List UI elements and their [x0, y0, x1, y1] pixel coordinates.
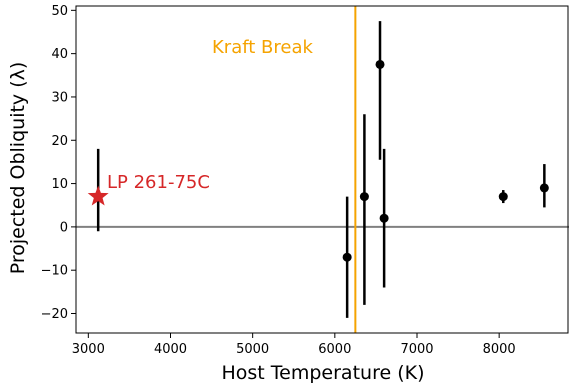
y-tick-label: −20: [41, 307, 68, 322]
x-tick-label: 8000: [483, 342, 516, 357]
kraft-break-label: Kraft Break: [212, 37, 313, 58]
x-tick-label: 7000: [400, 342, 433, 357]
y-tick-label: 10: [51, 177, 68, 192]
axes-frame: [75, 5, 569, 334]
x-axis-label: Host Temperature (K): [222, 362, 425, 384]
data-point: [539, 183, 549, 193]
y-tick-label: 30: [51, 90, 68, 105]
y-tick-label: 50: [51, 4, 68, 19]
y-tick-label: 40: [51, 47, 68, 62]
data-point: [342, 252, 352, 262]
x-tick-label: 5000: [236, 342, 269, 357]
x-tick-label: 3000: [72, 342, 105, 357]
data-point: [498, 192, 508, 202]
y-tick-label: 20: [51, 134, 68, 149]
x-tick-label: 6000: [318, 342, 351, 357]
y-tick-label: −10: [41, 264, 68, 279]
lp261-label: LP 261-75C: [107, 172, 210, 193]
y-tick-label: 0: [60, 220, 68, 235]
plot-area: 3000 4000 5000 6000 7000 8000 −20 −10 0 10 20 30 40 5…: [41, 4, 569, 357]
y-axis-label: Projected Obliquity (λ): [7, 62, 29, 275]
data-point: [375, 59, 385, 69]
x-tick-label: 4000: [154, 342, 187, 357]
lp261-star-marker: [87, 185, 109, 206]
data-point: [359, 192, 369, 202]
data-point: [379, 213, 389, 223]
